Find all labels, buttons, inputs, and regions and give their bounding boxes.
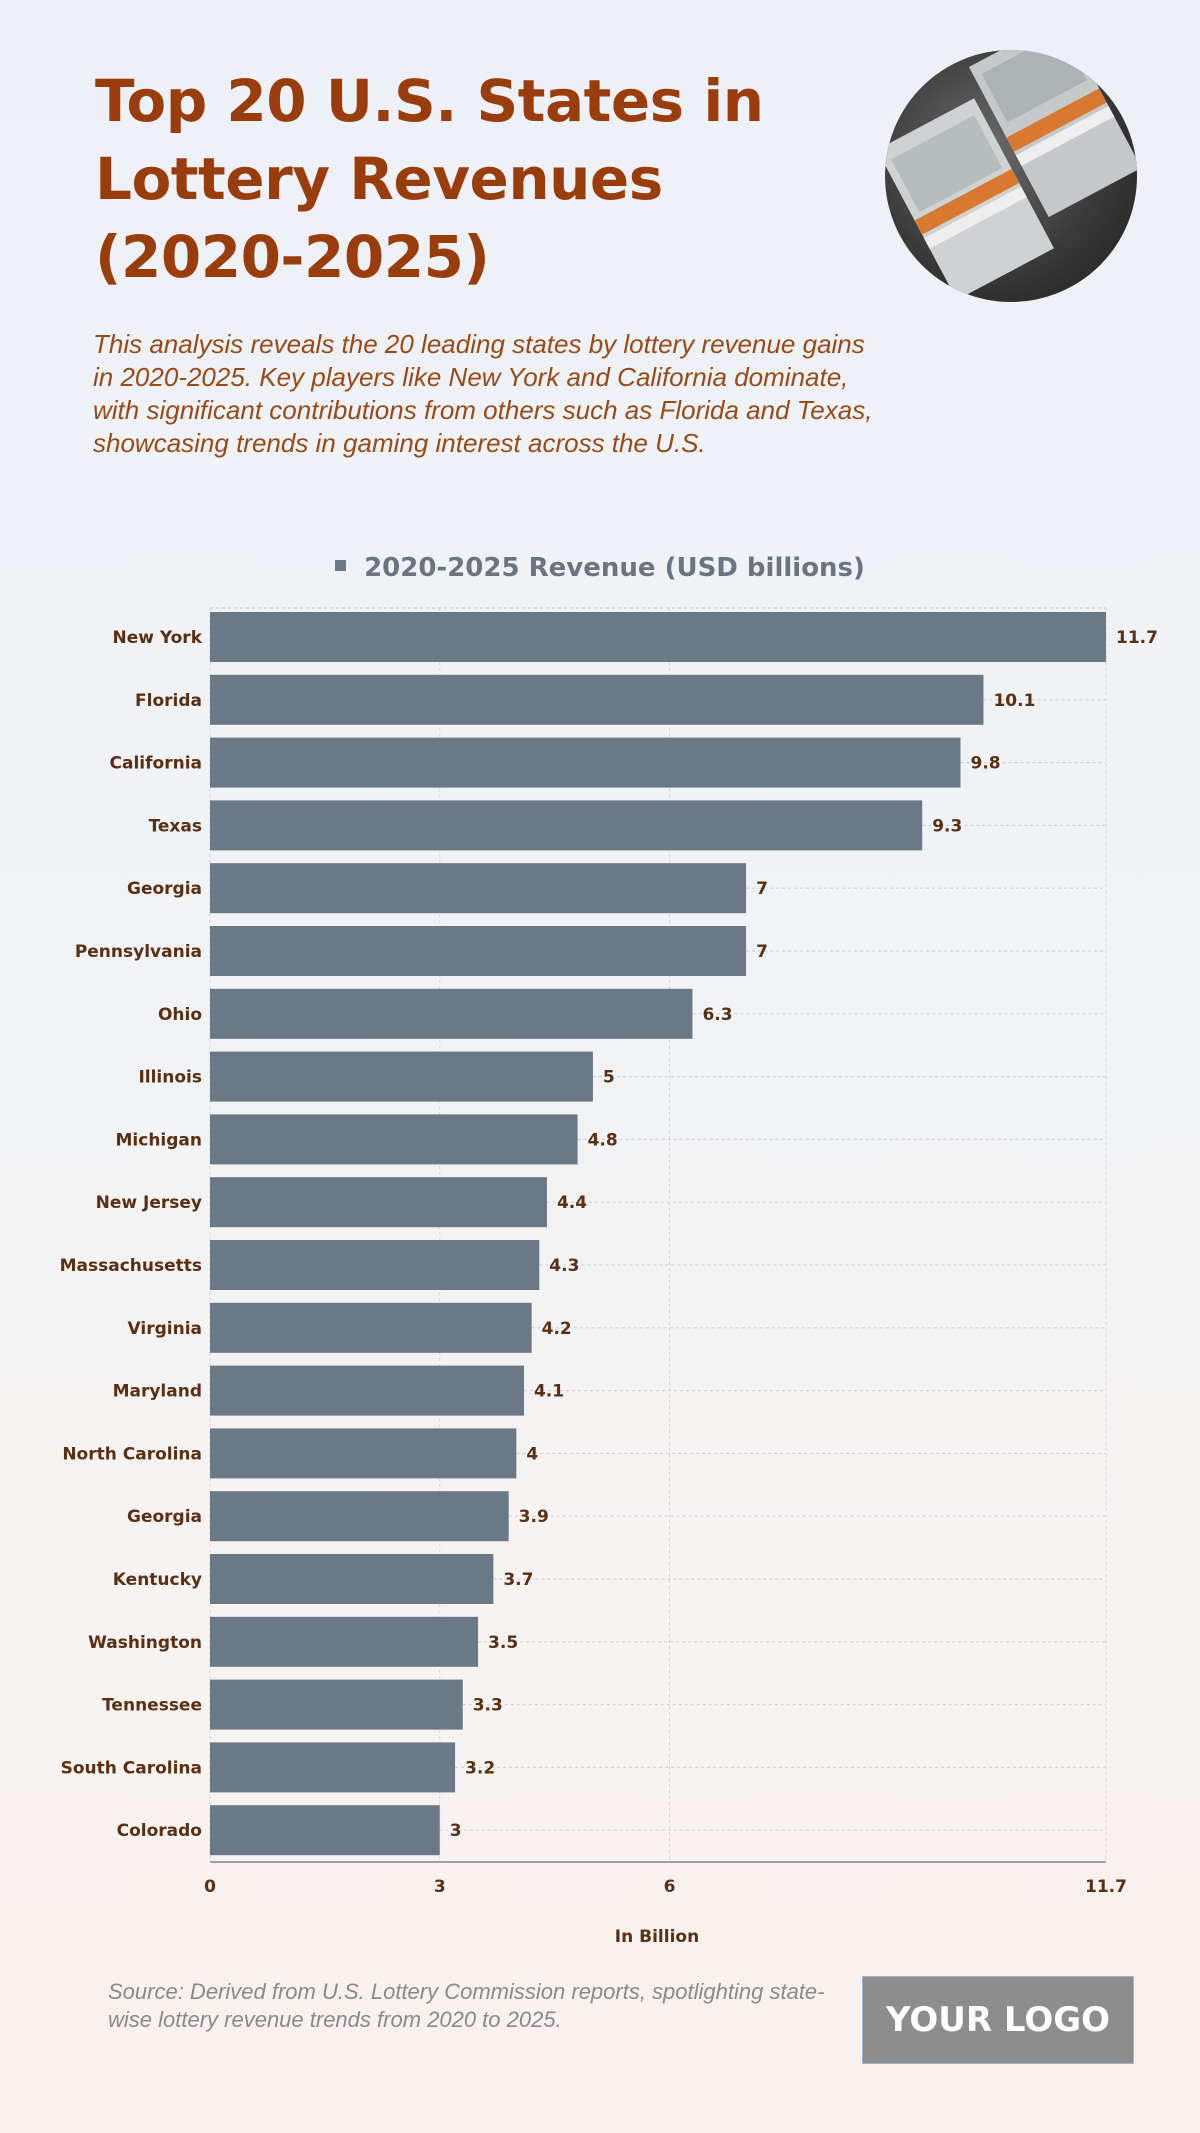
value-label: 3 [450, 1821, 462, 1841]
category-label: Virginia [128, 1319, 202, 1339]
category-label: Maryland [113, 1382, 202, 1402]
value-label: 3.9 [519, 1507, 549, 1527]
category-label: Washington [88, 1633, 202, 1653]
category-label: Ohio [158, 1005, 202, 1025]
bar-maryland [210, 1365, 524, 1416]
bar-ohio [210, 988, 693, 1039]
bar-georgia [210, 863, 747, 914]
legend-label: 2020-2025 Revenue (USD billions) [364, 553, 865, 583]
value-label: 7 [756, 879, 768, 899]
category-label: Florida [135, 691, 202, 711]
category-label: North Carolina [62, 1444, 202, 1464]
value-label: 4.3 [549, 1256, 579, 1276]
value-label: 9.8 [970, 754, 1000, 774]
bar-florida [210, 674, 984, 725]
value-label: 9.3 [932, 816, 962, 836]
category-label: Pennsylvania [75, 942, 202, 962]
bar-michigan [210, 1114, 578, 1165]
bar-new-jersey [210, 1177, 547, 1228]
value-label: 4.1 [534, 1382, 564, 1402]
x-tick-label: 11.7 [1085, 1877, 1127, 1897]
value-label: 4 [526, 1444, 538, 1464]
chart-legend: 2020-2025 Revenue (USD billions) [0, 553, 1200, 583]
value-label: 4.4 [557, 1193, 587, 1213]
bar-chart: New York 11.7 Florida 10.1 California 9.8 Texa… [60, 607, 1158, 1947]
category-label: Tennessee [102, 1696, 202, 1716]
legend-swatch [335, 560, 347, 571]
bar-texas [210, 800, 923, 851]
value-label: 10.1 [993, 691, 1035, 711]
category-label: Georgia [127, 879, 202, 899]
value-label: 6.3 [702, 1005, 732, 1025]
bar-pennsylvania [210, 926, 747, 976]
value-label: 5 [603, 1068, 615, 1088]
bar-south-carolina [210, 1742, 456, 1793]
source-note: Source: Derived from U.S. Lottery Commis… [108, 1979, 825, 2032]
value-label: 3.5 [488, 1633, 518, 1653]
money-stacks-photo [885, 50, 1137, 302]
logo-placeholder: YOUR LOGO [862, 1976, 1134, 2064]
x-axis-title: In Billion [615, 1927, 699, 1947]
category-label: Illinois [138, 1068, 202, 1088]
value-label: 3.3 [473, 1696, 503, 1716]
category-label: Kentucky [113, 1570, 202, 1590]
value-label: 3.2 [465, 1758, 495, 1778]
category-label: New York [113, 628, 203, 648]
value-label: 4.8 [588, 1130, 618, 1150]
bar-virginia [210, 1302, 532, 1353]
bar-georgia [210, 1491, 509, 1542]
bar-kentucky [210, 1554, 494, 1604]
value-label: 11.7 [1116, 628, 1158, 648]
bar-illinois [210, 1051, 593, 1102]
category-label: Michigan [116, 1130, 203, 1150]
category-label: Texas [149, 816, 202, 836]
category-label: New Jersey [96, 1193, 202, 1213]
category-label: Massachusetts [60, 1256, 202, 1276]
category-label: Georgia [127, 1507, 202, 1527]
bar-tennessee [210, 1679, 463, 1730]
x-tick-label: 0 [204, 1877, 216, 1897]
category-label: South Carolina [61, 1758, 202, 1778]
value-label: 7 [756, 942, 768, 962]
bar-colorado [210, 1805, 440, 1856]
x-tick-label: 6 [664, 1877, 676, 1897]
category-label: California [110, 754, 202, 774]
money-photo-illustration [885, 50, 1137, 300]
value-label: 4.2 [542, 1319, 572, 1339]
page-subtitle: This analysis reveals the 20 leading sta… [93, 329, 873, 458]
page-title: Top 20 U.S. States in Lottery Revenues (… [95, 67, 764, 291]
category-label: Colorado [117, 1821, 202, 1841]
bar-massachusetts [210, 1240, 540, 1290]
bar-north-carolina [210, 1428, 517, 1479]
value-label: 3.7 [503, 1570, 533, 1590]
bar-california [210, 737, 961, 788]
bar-new-york [210, 612, 1106, 662]
x-tick-label: 3 [434, 1877, 446, 1897]
bar-washington [210, 1616, 479, 1667]
